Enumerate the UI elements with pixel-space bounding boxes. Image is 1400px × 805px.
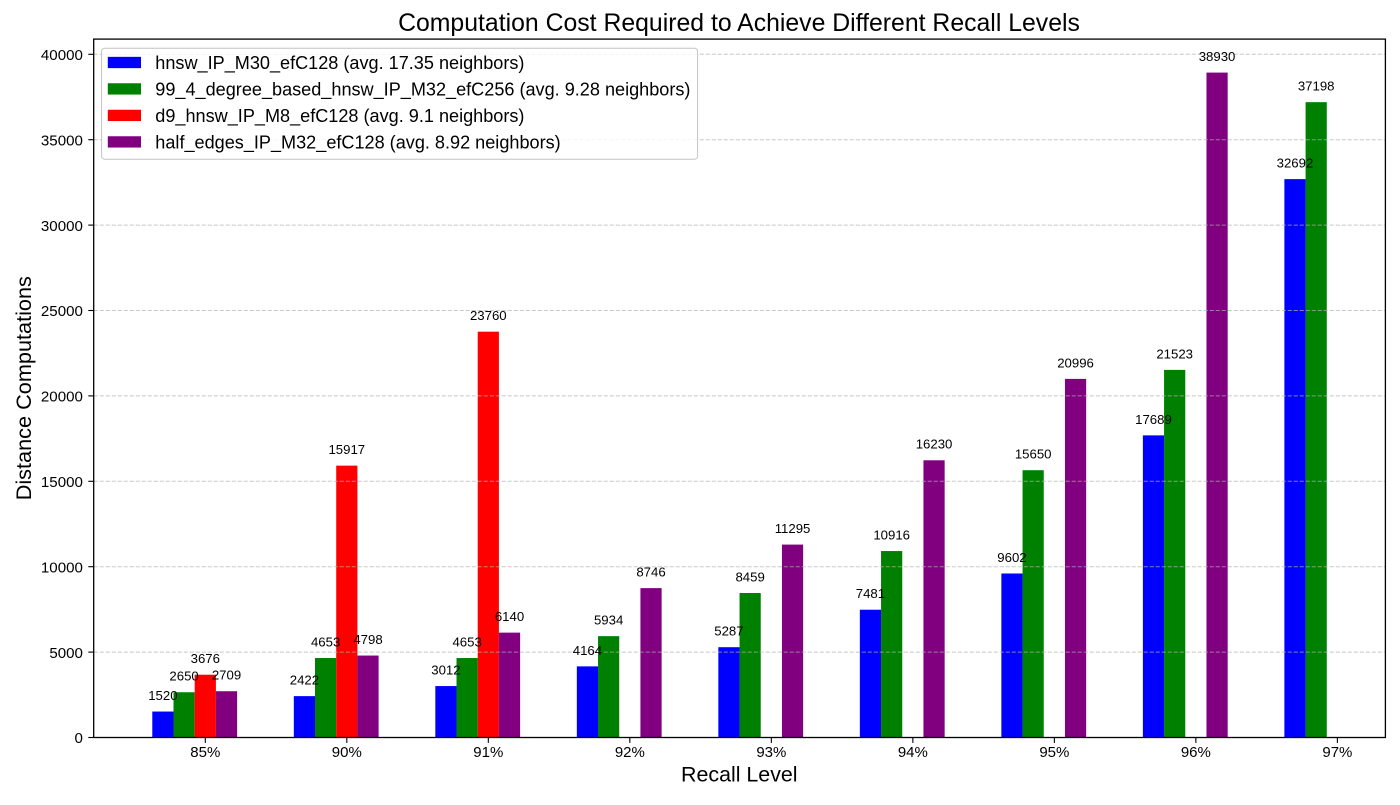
svg-text:2650: 2650 xyxy=(169,669,198,684)
svg-text:91%: 91% xyxy=(473,744,503,761)
svg-text:21523: 21523 xyxy=(1156,346,1193,361)
svg-text:15000: 15000 xyxy=(41,474,83,491)
svg-text:10000: 10000 xyxy=(41,559,83,576)
svg-text:20000: 20000 xyxy=(41,389,83,406)
svg-text:35000: 35000 xyxy=(41,132,83,149)
svg-text:15650: 15650 xyxy=(1015,447,1052,462)
svg-text:20996: 20996 xyxy=(1057,355,1094,370)
svg-text:92%: 92% xyxy=(615,744,645,761)
svg-text:half_edges_IP_M32_efC128 (avg.: half_edges_IP_M32_efC128 (avg. 8.92 neig… xyxy=(155,132,560,153)
svg-text:9602: 9602 xyxy=(997,550,1026,565)
svg-text:3676: 3676 xyxy=(191,651,220,666)
svg-text:5934: 5934 xyxy=(594,613,623,628)
svg-text:93%: 93% xyxy=(756,744,786,761)
svg-text:0: 0 xyxy=(74,730,82,747)
svg-text:40000: 40000 xyxy=(41,47,83,64)
svg-text:85%: 85% xyxy=(190,744,220,761)
svg-text:1520: 1520 xyxy=(148,688,177,703)
svg-text:d9_hnsw_IP_M8_efC128 (avg. 9.1: d9_hnsw_IP_M8_efC128 (avg. 9.1 neighbors… xyxy=(155,106,524,127)
svg-text:7481: 7481 xyxy=(856,586,885,601)
svg-text:96%: 96% xyxy=(1181,744,1211,761)
svg-text:8746: 8746 xyxy=(636,565,665,580)
svg-text:4653: 4653 xyxy=(452,634,481,649)
svg-text:38930: 38930 xyxy=(1199,49,1236,64)
svg-text:4798: 4798 xyxy=(353,632,382,647)
svg-text:5000: 5000 xyxy=(49,645,83,662)
svg-text:94%: 94% xyxy=(898,744,928,761)
svg-text:Recall Level: Recall Level xyxy=(681,763,798,787)
svg-text:5287: 5287 xyxy=(714,624,743,639)
svg-text:8459: 8459 xyxy=(735,569,764,584)
svg-text:99_4_degree_based_hnsw_IP_M32_: 99_4_degree_based_hnsw_IP_M32_efC256 (av… xyxy=(155,79,690,100)
svg-text:37198: 37198 xyxy=(1298,79,1335,94)
svg-text:11295: 11295 xyxy=(775,521,811,536)
svg-text:95%: 95% xyxy=(1039,744,1069,761)
svg-text:4164: 4164 xyxy=(573,643,602,658)
svg-text:16230: 16230 xyxy=(916,437,953,452)
svg-text:25000: 25000 xyxy=(41,303,83,320)
svg-text:2422: 2422 xyxy=(290,673,319,688)
svg-text:32692: 32692 xyxy=(1277,156,1314,171)
svg-text:4653: 4653 xyxy=(311,634,340,649)
svg-text:17689: 17689 xyxy=(1135,412,1172,427)
svg-text:2709: 2709 xyxy=(212,668,241,683)
svg-text:90%: 90% xyxy=(332,744,362,761)
svg-text:3012: 3012 xyxy=(431,662,460,677)
svg-text:15917: 15917 xyxy=(328,442,365,457)
svg-text:hnsw_IP_M30_efC128 (avg. 17.35: hnsw_IP_M30_efC128 (avg. 17.35 neighbors… xyxy=(155,53,524,74)
svg-text:23760: 23760 xyxy=(470,308,507,323)
svg-text:Distance Computations: Distance Computations xyxy=(11,276,36,500)
svg-text:10916: 10916 xyxy=(873,527,910,542)
svg-text:6140: 6140 xyxy=(495,609,524,624)
svg-text:97%: 97% xyxy=(1322,744,1352,761)
svg-text:Computation Cost Required to A: Computation Cost Required to Achieve Dif… xyxy=(398,10,1080,37)
svg-text:30000: 30000 xyxy=(41,218,83,235)
